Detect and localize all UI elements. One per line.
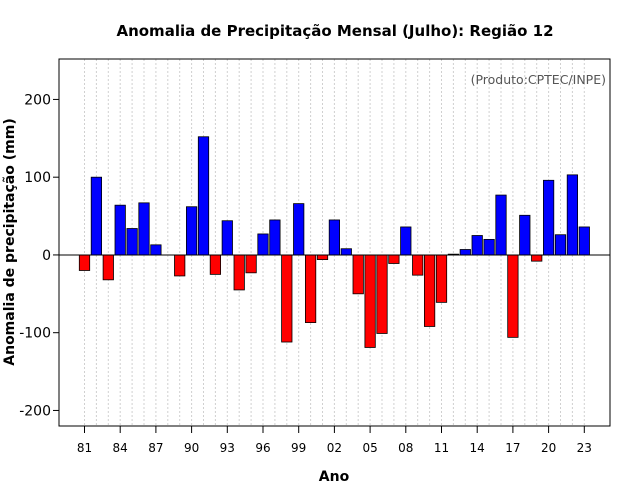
x-tick-label: 17 bbox=[505, 441, 520, 455]
bar-1999 bbox=[293, 203, 305, 256]
bar-1989 bbox=[174, 254, 186, 277]
bar-1993 bbox=[221, 220, 233, 256]
x-tick-label: 23 bbox=[577, 441, 592, 455]
bar-1996 bbox=[257, 233, 269, 256]
x-tick-label: 11 bbox=[434, 441, 449, 455]
bar-2023 bbox=[578, 226, 590, 256]
bar-1991 bbox=[197, 136, 210, 256]
x-tick-label: 84 bbox=[113, 441, 128, 455]
x-tick-label: 87 bbox=[148, 441, 163, 455]
bar-2001 bbox=[316, 254, 329, 261]
x-tick-label: 20 bbox=[541, 441, 556, 455]
y-tick-label: 0 bbox=[42, 248, 51, 264]
x-tick-label: 05 bbox=[362, 441, 377, 455]
bar-1981 bbox=[78, 254, 91, 271]
bar-2002 bbox=[328, 219, 341, 256]
bar-2018 bbox=[519, 214, 531, 256]
y-axis: -200 -100 0 100 200 bbox=[19, 92, 59, 419]
vertical-gridlines bbox=[84, 59, 585, 426]
bar-2008 bbox=[400, 226, 412, 256]
bar-2020 bbox=[543, 179, 555, 256]
bar-1992 bbox=[209, 254, 221, 275]
bar-1995 bbox=[245, 254, 257, 274]
y-tick-label: 100 bbox=[24, 170, 51, 186]
y-tick-label: 200 bbox=[24, 92, 51, 108]
x-tick-label: 14 bbox=[470, 441, 485, 455]
bar-2010 bbox=[423, 254, 436, 327]
bar-2009 bbox=[412, 254, 424, 276]
bar-1998 bbox=[281, 254, 293, 343]
x-tick-label: 02 bbox=[327, 441, 342, 455]
x-tick-label: 08 bbox=[398, 441, 413, 455]
bar-2015 bbox=[483, 238, 495, 256]
bar-2011 bbox=[435, 254, 448, 303]
x-tick-label: 93 bbox=[220, 441, 235, 455]
bar-1986 bbox=[138, 202, 150, 256]
bar-1985 bbox=[126, 228, 138, 256]
bar-1994 bbox=[233, 254, 245, 291]
bar-2019 bbox=[531, 254, 543, 262]
bar-1990 bbox=[185, 206, 198, 256]
bar-2022 bbox=[566, 174, 579, 256]
bar-2006 bbox=[376, 254, 388, 334]
bar-2007 bbox=[388, 254, 400, 264]
bars-group bbox=[78, 136, 590, 348]
bar-1983 bbox=[102, 254, 114, 281]
y-tick-label: -200 bbox=[19, 403, 51, 419]
bar-1982 bbox=[90, 176, 102, 256]
bar-1984 bbox=[114, 204, 126, 256]
bar-1987 bbox=[150, 244, 162, 256]
x-tick-label: 96 bbox=[255, 441, 270, 455]
bar-2017 bbox=[507, 254, 519, 338]
bar-2004 bbox=[352, 254, 364, 295]
bar-2013 bbox=[459, 249, 471, 256]
bar-2014 bbox=[471, 235, 483, 256]
x-axis: 81 84 87 90 93 96 99 02 05 08 11 14 17 20 23 bbox=[77, 426, 592, 455]
bar-1997 bbox=[269, 219, 281, 256]
bar-2016 bbox=[495, 194, 507, 256]
x-tick-label: 90 bbox=[184, 441, 199, 455]
x-tick-label: 81 bbox=[77, 441, 92, 455]
y-axis-title: Anomalia de precipitação (mm) bbox=[2, 118, 18, 365]
source-annotation: (Produto:CPTEC/INPE) bbox=[471, 72, 606, 87]
bar-2005 bbox=[364, 254, 376, 348]
x-tick-label: 99 bbox=[291, 441, 306, 455]
x-axis-title: Ano bbox=[319, 469, 350, 485]
bar-2021 bbox=[554, 234, 567, 256]
bar-2000 bbox=[304, 254, 317, 323]
y-tick-label: -100 bbox=[19, 326, 51, 342]
chart-title: Anomalia de Precipitação Mensal (Julho):… bbox=[116, 22, 553, 40]
bar-2003 bbox=[340, 248, 352, 256]
